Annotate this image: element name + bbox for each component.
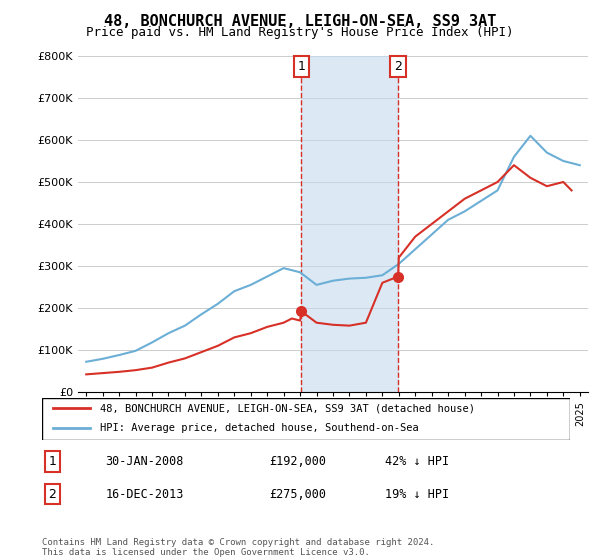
Text: Price paid vs. HM Land Registry's House Price Index (HPI): Price paid vs. HM Land Registry's House … [86,26,514,39]
Text: 42% ↓ HPI: 42% ↓ HPI [385,455,449,468]
Text: 48, BONCHURCH AVENUE, LEIGH-ON-SEA, SS9 3AT: 48, BONCHURCH AVENUE, LEIGH-ON-SEA, SS9 … [104,14,496,29]
Bar [301,56,398,392]
Text: 16-DEC-2013: 16-DEC-2013 [106,488,184,501]
Text: Contains HM Land Registry data © Crown copyright and database right 2024.
This d: Contains HM Land Registry data © Crown c… [42,538,434,557]
Text: 48, BONCHURCH AVENUE, LEIGH-ON-SEA, SS9 3AT (detached house): 48, BONCHURCH AVENUE, LEIGH-ON-SEA, SS9 … [100,403,475,413]
Text: 1: 1 [49,455,56,468]
Text: 1: 1 [298,60,305,73]
Text: £192,000: £192,000 [269,455,326,468]
FancyBboxPatch shape [42,398,570,440]
Text: 30-JAN-2008: 30-JAN-2008 [106,455,184,468]
Text: 2: 2 [49,488,56,501]
Text: 2: 2 [394,60,402,73]
Text: HPI: Average price, detached house, Southend-on-Sea: HPI: Average price, detached house, Sout… [100,423,419,433]
Text: 19% ↓ HPI: 19% ↓ HPI [385,488,449,501]
Text: £275,000: £275,000 [269,488,326,501]
